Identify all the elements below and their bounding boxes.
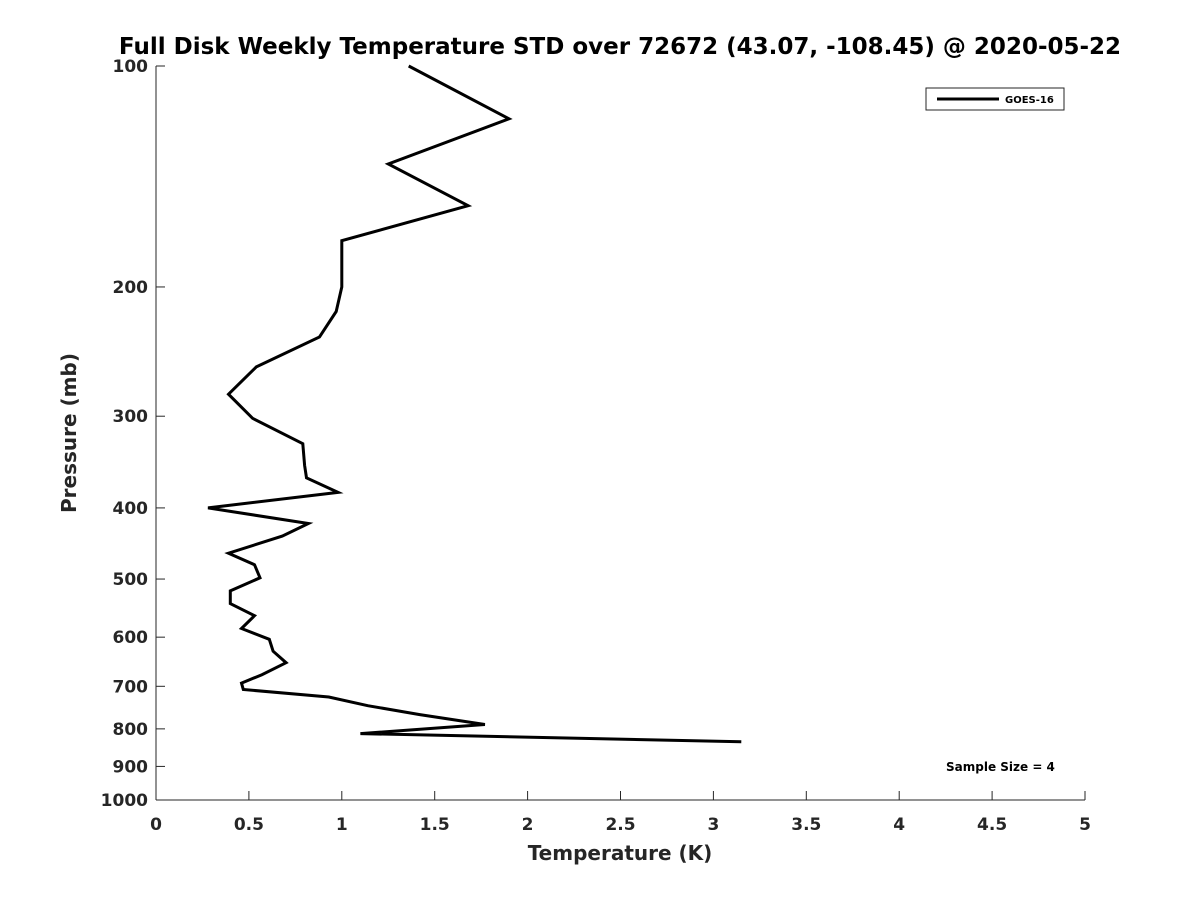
- x-tick-label: 1: [336, 815, 348, 835]
- x-tick-label: 2.5: [605, 815, 635, 835]
- sample-size-annotation: Sample Size = 4: [946, 760, 1055, 774]
- series-line: [207, 64, 742, 744]
- y-tick-label: 300: [113, 407, 149, 427]
- chart-title: Full Disk Weekly Temperature STD over 72…: [119, 34, 1121, 60]
- x-tick-label: 4.5: [977, 815, 1007, 835]
- x-tick-label: 5: [1079, 815, 1091, 835]
- x-tick-label: 0: [150, 815, 162, 835]
- legend: GOES-16: [925, 87, 1065, 111]
- y-tick-label: 900: [113, 757, 149, 777]
- y-tick-label: 100: [113, 57, 149, 77]
- series-layer: [207, 64, 742, 744]
- y-tick-label: 200: [113, 278, 149, 298]
- y-axis-label: Pressure (mb): [57, 353, 81, 513]
- x-axis-label: Temperature (K): [528, 841, 713, 865]
- x-tick-label: 3.5: [791, 815, 821, 835]
- y-tick-label: 800: [113, 720, 149, 740]
- x-tick-label: 0.5: [234, 815, 264, 835]
- x-tick-label: 1.5: [420, 815, 450, 835]
- y-tick-label: 600: [113, 628, 149, 648]
- legend-label: GOES-16: [1005, 95, 1054, 106]
- y-ticks: 100 200 300 400 500 600 700 800 900 1000: [101, 57, 165, 811]
- y-tick-label: 500: [113, 570, 149, 590]
- x-ticks: 0 0.5 1 1.5 2 2.5 3 3.5 4 4.5 5: [150, 791, 1091, 835]
- y-tick-label: 400: [113, 499, 149, 519]
- y-tick-label: 1000: [101, 791, 148, 811]
- y-tick-label: 700: [113, 677, 149, 697]
- x-tick-label: 4: [893, 815, 905, 835]
- x-tick-label: 2: [522, 815, 534, 835]
- x-tick-label: 3: [707, 815, 719, 835]
